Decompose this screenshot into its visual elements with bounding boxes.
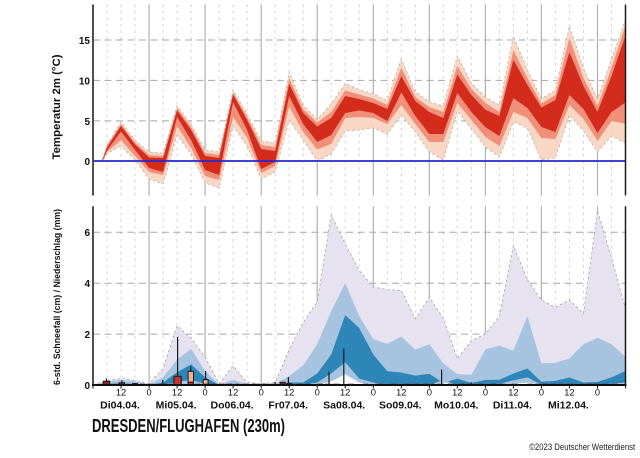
svg-text:12: 12	[564, 387, 574, 397]
svg-text:12: 12	[284, 387, 294, 397]
svg-text:12: 12	[452, 387, 462, 397]
svg-text:12: 12	[116, 387, 126, 397]
svg-text:6: 6	[84, 228, 90, 239]
svg-text:Do06.04.: Do06.04.	[210, 400, 253, 412]
svg-text:2: 2	[84, 330, 90, 341]
svg-text:0: 0	[203, 387, 208, 397]
svg-text:Fr07.04.: Fr07.04.	[268, 400, 308, 412]
svg-text:0: 0	[427, 387, 432, 397]
svg-text:12: 12	[340, 387, 350, 397]
svg-text:12: 12	[172, 387, 182, 397]
svg-text:0: 0	[371, 387, 376, 397]
svg-text:0: 0	[84, 381, 90, 392]
svg-text:Temperatur 2m (°C): Temperatur 2m (°C)	[51, 54, 63, 159]
svg-text:12: 12	[396, 387, 406, 397]
svg-text:10: 10	[79, 76, 91, 87]
svg-text:0: 0	[539, 387, 544, 397]
svg-text:DRESDEN/FLUGHAFEN (230m): DRESDEN/FLUGHAFEN (230m)	[92, 415, 285, 436]
svg-text:15: 15	[79, 36, 91, 47]
svg-text:5: 5	[84, 117, 90, 128]
svg-text:0: 0	[595, 387, 600, 397]
svg-text:So09.04.: So09.04.	[379, 400, 422, 412]
svg-text:Mi12.04.: Mi12.04.	[548, 400, 589, 412]
svg-text:Mi05.04.: Mi05.04.	[156, 400, 197, 412]
svg-text:0: 0	[483, 387, 488, 397]
svg-text:12: 12	[508, 387, 518, 397]
svg-text:Sa08.04.: Sa08.04.	[323, 400, 365, 412]
svg-text:0: 0	[315, 387, 320, 397]
svg-text:Di11.04.: Di11.04.	[493, 400, 532, 412]
svg-text:6-std. Schneefall (cm) / Niede: 6-std. Schneefall (cm) / Niederschlag (m…	[52, 209, 62, 385]
svg-text:Mo10.04.: Mo10.04.	[434, 400, 478, 412]
svg-text:Di04.04.: Di04.04.	[100, 400, 140, 412]
svg-text:0: 0	[259, 387, 264, 397]
svg-text:0: 0	[147, 387, 152, 397]
svg-text:0: 0	[84, 157, 90, 168]
svg-text:12: 12	[228, 387, 238, 397]
svg-text:4: 4	[84, 279, 90, 290]
svg-text:©2023 Deutscher Wetterdienst: ©2023 Deutscher Wetterdienst	[529, 442, 635, 452]
